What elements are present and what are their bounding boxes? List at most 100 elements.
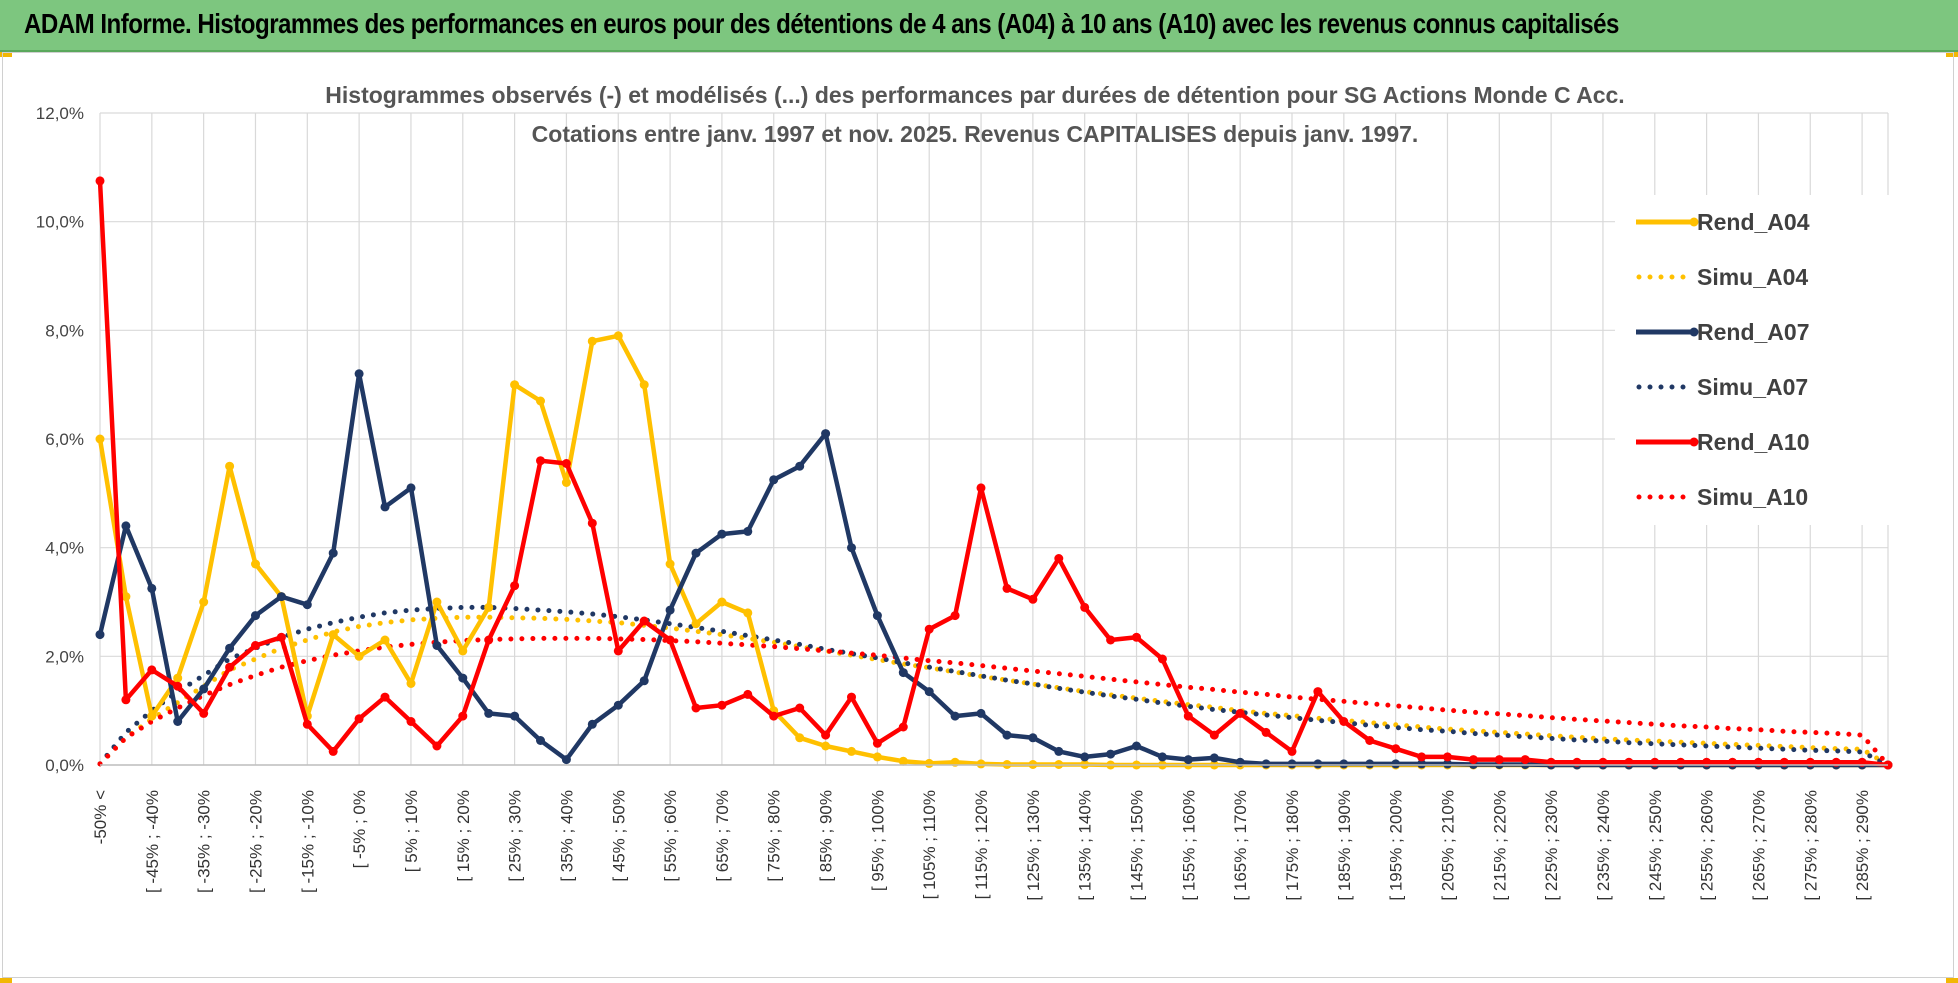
data-point — [872, 738, 882, 748]
data-point — [1054, 554, 1064, 563]
data-point — [561, 478, 571, 487]
data-point — [795, 733, 805, 743]
data-point — [1002, 730, 1012, 740]
x-tick-label: [ 65% ; 70% — [713, 790, 732, 882]
data-point — [976, 759, 986, 769]
series-line — [97, 635, 1891, 768]
legend-item-rend-a07: Rend_A07 — [1636, 319, 1809, 345]
data-point — [976, 483, 986, 493]
data-point — [1494, 755, 1504, 765]
data-point — [769, 711, 779, 721]
data-point — [1157, 752, 1167, 762]
data-point — [406, 717, 416, 726]
x-tick-label: [ 45% ; 50% — [609, 790, 628, 882]
x-tick-label: [ 75% ; 80% — [765, 790, 784, 882]
legend-label: Rend_A10 — [1697, 429, 1809, 455]
data-point — [536, 396, 545, 406]
data-point — [821, 730, 831, 740]
x-tick-label: -50% < — [91, 790, 110, 844]
data-point — [302, 600, 312, 610]
data-point — [872, 611, 882, 621]
data-point — [510, 711, 520, 721]
x-tick-label: [ 195% ; 200% — [1387, 790, 1406, 901]
data-point — [795, 703, 805, 713]
y-tick-label: 4,0% — [45, 539, 84, 558]
data-point — [173, 673, 183, 683]
data-point — [691, 619, 701, 629]
data-point — [328, 548, 338, 558]
data-point — [328, 630, 338, 640]
x-tick-label: [ 135% ; 140% — [1076, 790, 1095, 901]
data-point — [665, 635, 675, 645]
data-point — [587, 518, 597, 528]
data-point — [121, 695, 131, 705]
data-point — [406, 483, 416, 493]
data-point — [1183, 711, 1193, 721]
data-point — [95, 176, 105, 186]
data-point — [380, 502, 390, 512]
legend-item-rend-a10: Rend_A10 — [1636, 429, 1809, 455]
data-point — [1235, 708, 1245, 718]
data-point — [639, 676, 649, 686]
data-point — [1443, 759, 1452, 769]
data-point — [225, 461, 235, 471]
data-point — [225, 643, 235, 653]
x-tick-label: [ -5% ; 0% — [350, 790, 369, 868]
data-point — [821, 741, 831, 751]
data-point — [924, 687, 934, 697]
data-point — [587, 719, 597, 729]
chart-subtitle: Cotations entre janv. 1997 et nov. 2025.… — [532, 121, 1419, 147]
data-point — [406, 679, 416, 688]
report-banner: ADAM Informe. Histogrammes des performan… — [0, 0, 1958, 52]
data-point — [354, 714, 364, 724]
y-tick-label: 10,0% — [36, 213, 84, 232]
data-point — [251, 559, 260, 569]
data-point — [847, 746, 856, 756]
y-tick-label: 2,0% — [45, 647, 84, 666]
data-point — [251, 641, 260, 650]
data-point — [795, 461, 805, 471]
x-tick-label: [ -35% ; -30% — [195, 790, 214, 893]
x-tick-label: [ 235% ; 240% — [1594, 790, 1613, 901]
data-point — [199, 708, 209, 718]
x-tick-label: [ 25% ; 30% — [506, 790, 525, 882]
x-tick-label: [ 255% ; 260% — [1698, 790, 1717, 901]
data-point — [613, 700, 623, 710]
data-point — [1054, 746, 1064, 756]
data-point — [1313, 687, 1323, 697]
data-point — [1391, 759, 1401, 769]
data-point — [1028, 594, 1038, 604]
x-tick-label: [ -45% ; -40% — [143, 790, 162, 893]
data-point — [976, 708, 986, 718]
data-point — [613, 646, 623, 656]
y-tick-label: 6,0% — [45, 430, 84, 449]
data-point — [432, 641, 442, 650]
data-point — [665, 605, 675, 615]
data-point — [950, 711, 960, 721]
x-tick-label: [ 55% ; 60% — [661, 790, 680, 882]
series-rend-a10 — [95, 176, 1893, 770]
data-point — [173, 717, 183, 726]
x-tick-label: [ 285% ; 290% — [1853, 790, 1872, 901]
data-point — [199, 597, 209, 607]
data-point — [484, 635, 494, 645]
data-point — [95, 434, 105, 444]
data-point — [1417, 752, 1427, 762]
legend: Rend_A04 Simu_A04 Rend_A07 Simu_A07 Rend_A10… — [1615, 195, 1895, 525]
data-point — [354, 369, 364, 379]
data-point — [510, 380, 520, 390]
x-tick-label: [ 125% ; 130% — [1024, 790, 1043, 901]
x-tick-label: [ 225% ; 230% — [1542, 790, 1561, 901]
data-point — [639, 616, 649, 626]
data-point — [1106, 635, 1116, 645]
data-point — [847, 543, 856, 553]
data-point — [1365, 759, 1375, 769]
data-point — [1261, 759, 1271, 769]
data-point — [432, 597, 442, 607]
data-point — [1132, 741, 1141, 751]
data-point — [717, 700, 727, 710]
data-point — [1157, 654, 1167, 664]
data-point — [95, 630, 105, 640]
data-point — [743, 526, 753, 536]
